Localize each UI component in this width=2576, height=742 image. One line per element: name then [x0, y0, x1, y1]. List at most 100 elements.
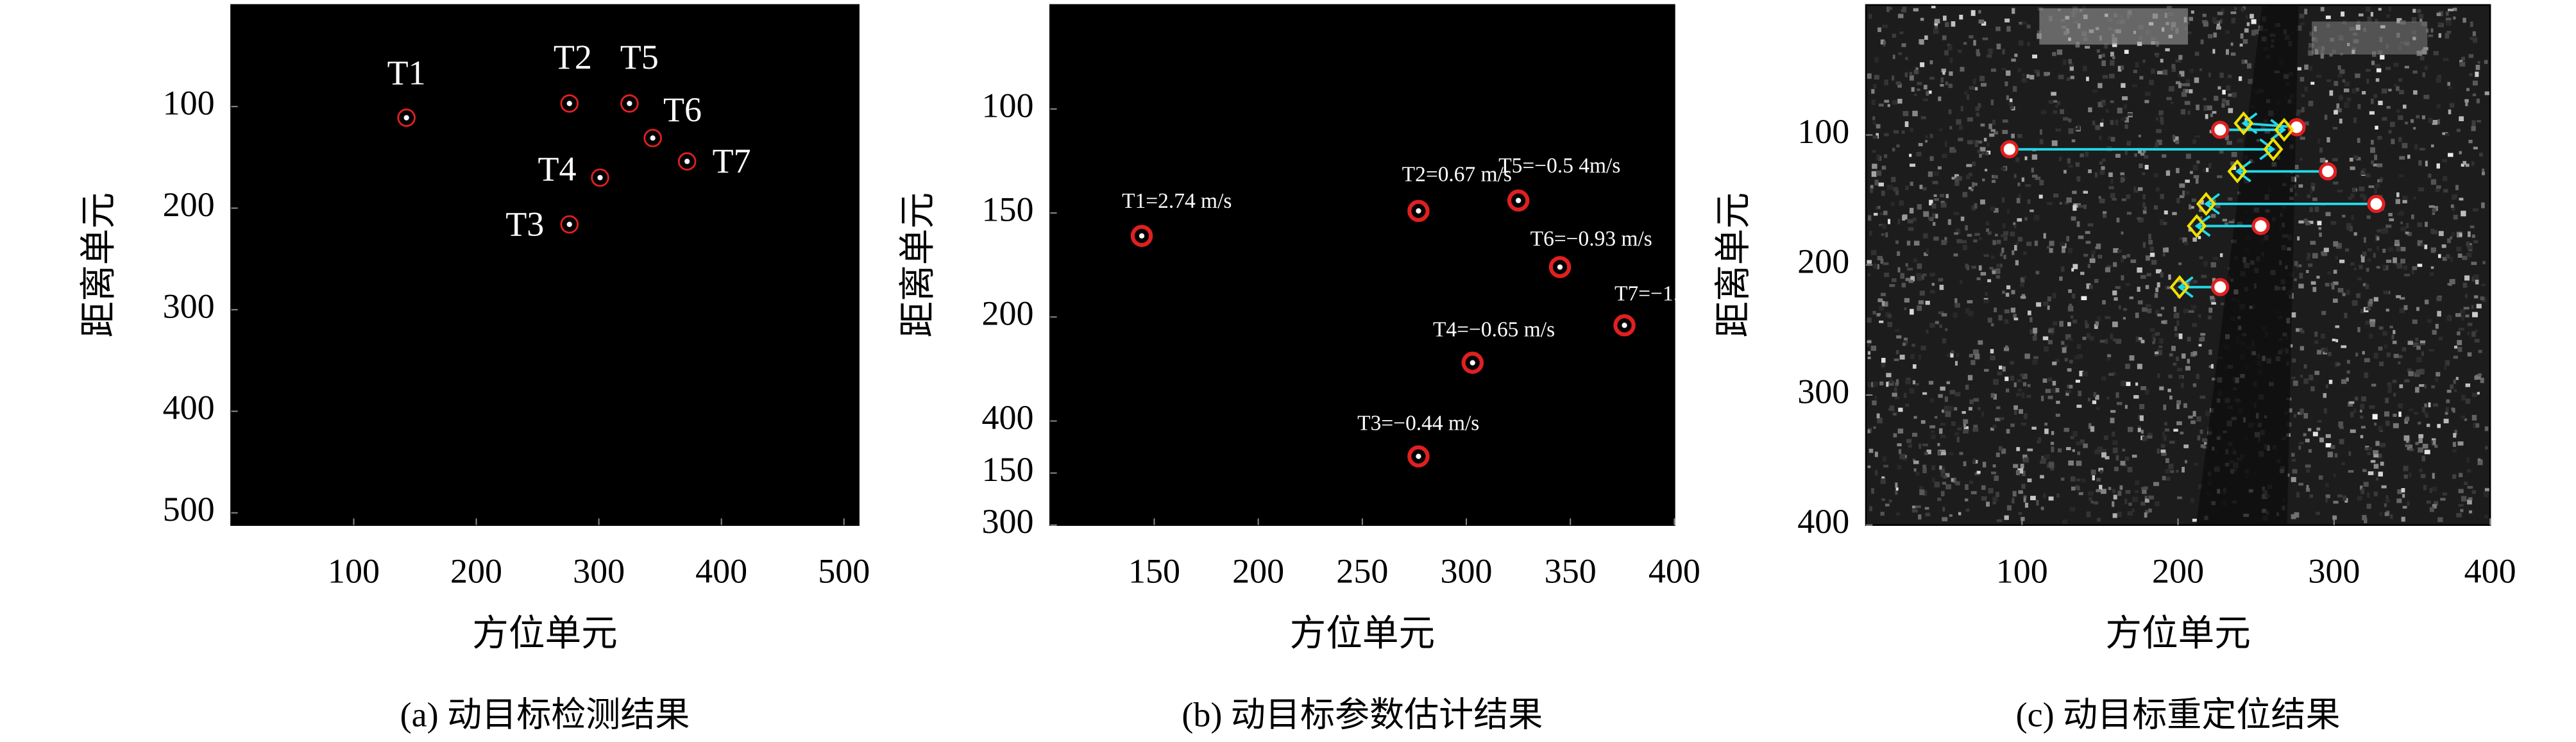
speckle [2082, 5, 2086, 12]
speckle [1876, 413, 1880, 419]
speckle [1905, 278, 1911, 282]
speckle [2342, 79, 2346, 83]
speckle [2386, 106, 2391, 109]
speckle [2443, 58, 2449, 62]
speckle [1967, 375, 1973, 381]
speckle [2022, 454, 2028, 459]
detected-target [2211, 278, 2230, 296]
speckle [2314, 340, 2319, 344]
speckle [2046, 463, 2051, 468]
speckle [2412, 8, 2416, 13]
speckle [2335, 339, 2339, 342]
speckle [1912, 364, 1917, 369]
speckle [2098, 135, 2102, 140]
speckle [2144, 495, 2148, 502]
speckle [1868, 230, 1872, 236]
speckle [2457, 253, 2462, 258]
speckle [2407, 232, 2412, 237]
speckle [2304, 87, 2308, 92]
speckle [2068, 338, 2073, 341]
speckle [2418, 187, 2424, 192]
speckle [2466, 457, 2470, 463]
speckle [2448, 86, 2453, 89]
speckle [1884, 79, 1888, 85]
speckle [2163, 221, 2167, 225]
y-tick-label: 200 [163, 185, 215, 224]
speckle [2208, 163, 2212, 169]
speckle [2421, 351, 2424, 357]
speckle [2162, 432, 2165, 437]
speckle [2329, 90, 2334, 96]
speckle [1895, 240, 1899, 244]
speckle [1892, 33, 1897, 38]
speckle [2013, 317, 2019, 321]
speckle [2018, 490, 2023, 494]
speckle [2350, 429, 2356, 434]
speckle [2456, 512, 2462, 518]
speckle [2465, 164, 2470, 167]
speckle [1954, 432, 1960, 436]
speckle [1870, 188, 1873, 194]
speckle [2192, 139, 2196, 144]
x-tick-label: 200 [1232, 552, 1284, 590]
speckle [2476, 98, 2480, 104]
relocated-target [2227, 159, 2248, 183]
speckle [2447, 283, 2452, 286]
speckle [2001, 167, 2006, 171]
speckle [2027, 42, 2030, 47]
speckle [2085, 151, 2089, 157]
speckle [1970, 10, 1976, 16]
speckle [1867, 215, 1872, 221]
speckle [2437, 424, 2441, 428]
speckle [1963, 42, 1967, 45]
relocated-target [2187, 214, 2207, 239]
speckle [2450, 204, 2454, 208]
speckle [2436, 163, 2441, 169]
speckle [1940, 451, 1946, 455]
speckle [2319, 148, 2323, 153]
speckle [2159, 386, 2164, 391]
speckle [2189, 68, 2194, 73]
speckle [2420, 243, 2425, 247]
speckle [1959, 451, 1963, 455]
speckle [2430, 28, 2434, 33]
speckle [1999, 263, 2003, 268]
speckle [2139, 164, 2143, 169]
speckle [2375, 477, 2379, 481]
speckle [2477, 119, 2481, 123]
speckle [1898, 52, 1902, 55]
speckle [2475, 65, 2480, 71]
speckle [2224, 135, 2229, 140]
speckle [2065, 390, 2069, 396]
speckle [1996, 264, 1999, 268]
speckle [2244, 60, 2248, 63]
speckle [2142, 59, 2146, 63]
speckle [1912, 110, 1918, 117]
speckle [2400, 210, 2404, 216]
speckle [1949, 514, 1953, 517]
speckle [2067, 322, 2071, 326]
speckle [2154, 293, 2158, 298]
speckle [2467, 332, 2470, 335]
speckle [2473, 422, 2478, 428]
speckle [1973, 425, 1978, 430]
speckle [2300, 158, 2303, 161]
speckle [1881, 498, 1885, 502]
speckle [1913, 460, 1919, 464]
speckle [1955, 481, 1960, 485]
speckle [2373, 164, 2378, 167]
speckle [2325, 384, 2328, 389]
speckle [2178, 279, 2183, 282]
relocated-target [2263, 137, 2284, 162]
speckle [2101, 60, 2106, 67]
speckle [2211, 302, 2216, 305]
speckle [2463, 307, 2470, 310]
speckle [2428, 173, 2432, 178]
speckle [2014, 245, 2017, 251]
speckle [2468, 243, 2472, 246]
speckle [1886, 6, 1890, 12]
speckle [2316, 427, 2321, 431]
detected-target [2251, 217, 2270, 235]
speckle [1889, 405, 1895, 412]
speckle [2471, 414, 2477, 421]
